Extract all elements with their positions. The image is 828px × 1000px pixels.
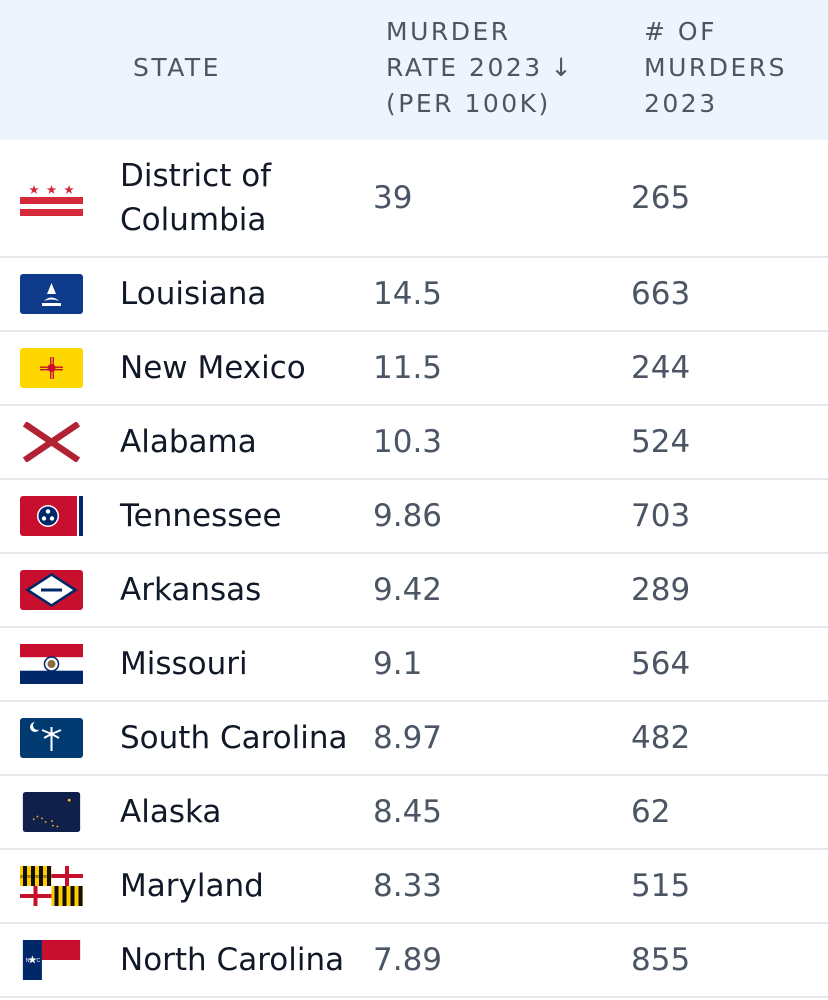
state-name: Maryland bbox=[120, 868, 264, 904]
state-name: New Mexico bbox=[120, 350, 306, 386]
murder-count-value: 62 bbox=[631, 794, 671, 830]
murder-count-value: 515 bbox=[631, 868, 691, 904]
column-header-rate-line1: MURDER bbox=[386, 17, 511, 46]
murder-rate-value: 8.97 bbox=[373, 720, 443, 756]
table-row[interactable]: New Mexico 11.5 244 bbox=[0, 332, 828, 406]
north-carolina-flag-icon: N C bbox=[20, 940, 83, 980]
missouri-flag-icon bbox=[20, 644, 83, 684]
dc-flag-icon bbox=[20, 180, 83, 220]
south-carolina-flag-icon bbox=[20, 718, 83, 758]
table-row[interactable]: N C North Carolina 7.89 855 bbox=[0, 924, 828, 998]
table-row[interactable]: District of Columbia 39 265 bbox=[0, 140, 828, 258]
column-header-murder-rate[interactable]: MURDER RATE 2023 ↓ (PER 100K) bbox=[386, 14, 574, 122]
column-header-state[interactable]: STATE bbox=[133, 53, 221, 82]
table-row[interactable]: Tennessee 9.86 703 bbox=[0, 480, 828, 554]
murder-rate-value: 9.86 bbox=[373, 498, 443, 534]
table-header: STATE MURDER RATE 2023 ↓ (PER 100K) # OF … bbox=[0, 0, 828, 140]
table-row[interactable]: Louisiana 14.5 663 bbox=[0, 258, 828, 332]
murder-rate-value: 11.5 bbox=[373, 350, 443, 386]
murder-count-value: 482 bbox=[631, 720, 691, 756]
tennessee-flag-icon bbox=[20, 496, 83, 536]
state-name: Alaska bbox=[120, 794, 222, 830]
murder-count-value: 524 bbox=[631, 424, 691, 460]
state-name: Missouri bbox=[120, 646, 248, 682]
state-name: South Carolina bbox=[120, 720, 348, 756]
sort-descending-icon[interactable]: ↓ bbox=[550, 53, 575, 82]
louisiana-flag-icon bbox=[20, 274, 83, 314]
table-row[interactable]: Alabama 10.3 524 bbox=[0, 406, 828, 480]
murder-rate-value: 7.89 bbox=[373, 942, 443, 978]
column-header-count-line1: # OF bbox=[644, 17, 717, 46]
table-row[interactable]: Missouri 9.1 564 bbox=[0, 628, 828, 702]
state-name: Alabama bbox=[120, 424, 257, 460]
murder-rate-value: 39 bbox=[373, 180, 413, 216]
alabama-flag-icon bbox=[20, 422, 83, 462]
maryland-flag-icon bbox=[20, 866, 83, 906]
murder-rate-value: 8.45 bbox=[373, 794, 443, 830]
murder-rate-value: 10.3 bbox=[373, 424, 443, 460]
state-name: District of Columbia bbox=[120, 158, 272, 238]
murder-count-value: 564 bbox=[631, 646, 691, 682]
state-name: North Carolina bbox=[120, 942, 345, 978]
column-header-count-line3: 2023 bbox=[644, 89, 718, 118]
svg-text:N: N bbox=[26, 958, 30, 964]
column-header-rate-line2: RATE 2023 ↓ bbox=[386, 50, 574, 86]
murder-count-value: 265 bbox=[631, 180, 691, 216]
alaska-flag-icon bbox=[20, 792, 83, 832]
murder-count-value: 289 bbox=[631, 572, 691, 608]
murder-rate-value: 14.5 bbox=[373, 276, 443, 312]
murder-count-value: 244 bbox=[631, 350, 691, 386]
murder-count-value: 855 bbox=[631, 942, 691, 978]
arkansas-flag-icon bbox=[20, 570, 83, 610]
table-row[interactable]: Maryland 8.33 515 bbox=[0, 850, 828, 924]
column-header-count-line2: MURDERS bbox=[644, 53, 788, 82]
murder-count-value: 663 bbox=[631, 276, 691, 312]
column-header-rate-line3: (PER 100K) bbox=[386, 89, 551, 118]
state-name: Louisiana bbox=[120, 276, 267, 312]
table-row[interactable]: Alaska 8.45 62 bbox=[0, 776, 828, 850]
state-name: Arkansas bbox=[120, 572, 262, 608]
table-row[interactable]: Arkansas 9.42 289 bbox=[0, 554, 828, 628]
murder-rate-value: 8.33 bbox=[373, 868, 443, 904]
murder-rate-value: 9.1 bbox=[373, 646, 423, 682]
state-name: Tennessee bbox=[120, 498, 282, 534]
murder-count-value: 703 bbox=[631, 498, 691, 534]
murder-rate-value: 9.42 bbox=[373, 572, 443, 608]
new-mexico-flag-icon bbox=[20, 348, 83, 388]
svg-text:C: C bbox=[37, 958, 41, 964]
table-row[interactable]: South Carolina 8.97 482 bbox=[0, 702, 828, 776]
column-header-murder-count[interactable]: # OF MURDERS 2023 bbox=[644, 14, 787, 122]
